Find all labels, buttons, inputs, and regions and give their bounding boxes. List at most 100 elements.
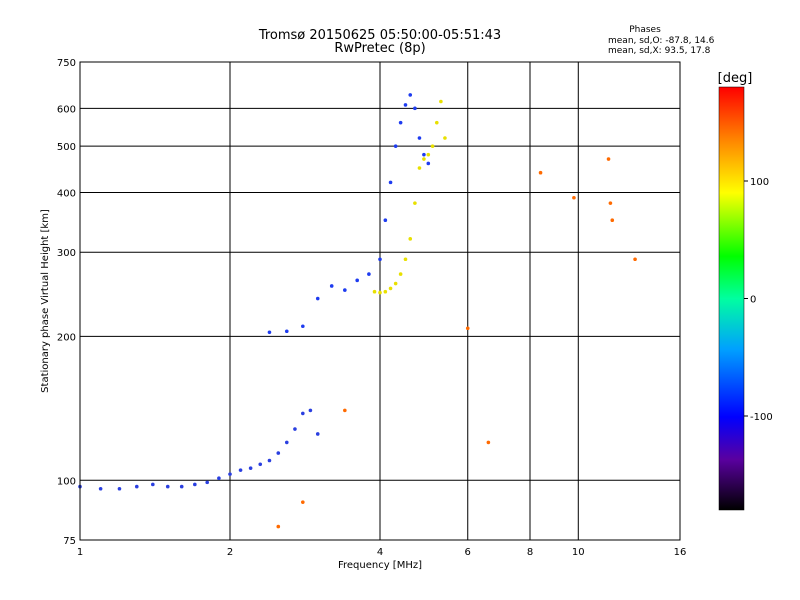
data-point	[217, 476, 221, 481]
chart-title: Tromsø 20150625 05:50:00-05:51:43	[258, 28, 501, 43]
data-point	[398, 120, 403, 125]
data-point	[238, 468, 243, 472]
data-point	[205, 480, 209, 485]
x-tick-label: 1	[77, 547, 83, 558]
series-scattered-echoes	[276, 157, 637, 529]
data-point	[572, 195, 576, 200]
phase-stats-o: mean, sd,O: -87.8, 14.6	[608, 36, 715, 46]
x-tick-label: 6	[465, 547, 471, 558]
data-point	[315, 296, 320, 301]
data-point	[486, 440, 491, 445]
data-point	[633, 257, 637, 262]
chart-subtitle: RwPretec (8p)	[334, 41, 425, 56]
x-tick-label: 16	[674, 547, 687, 558]
series-f-region-o-mode-trace	[267, 93, 431, 335]
y-tick-label: 500	[57, 142, 76, 153]
data-point	[165, 484, 170, 489]
colorbar-tick-label: 0	[750, 295, 756, 306]
data-point	[301, 500, 305, 504]
grid-lines	[80, 62, 680, 540]
data-point	[443, 136, 447, 140]
y-tick-label: 100	[57, 476, 76, 487]
data-point	[248, 466, 253, 470]
data-point	[343, 408, 347, 413]
data-point	[610, 218, 615, 223]
data-point	[293, 427, 297, 431]
data-point	[393, 281, 398, 286]
data-point	[417, 166, 422, 170]
data-point	[606, 157, 611, 161]
data-point	[329, 284, 334, 288]
data-point	[284, 440, 289, 445]
data-point	[276, 451, 281, 455]
data-point	[267, 458, 272, 463]
data-point	[398, 272, 403, 276]
data-point	[383, 289, 388, 294]
data-point	[276, 524, 281, 529]
data-point	[308, 408, 313, 413]
x-tick-label: 8	[527, 547, 533, 558]
phase-stats-heading: Phases	[629, 25, 661, 35]
data-point	[465, 326, 470, 331]
data-point	[439, 99, 443, 104]
data-point	[388, 286, 393, 291]
x-axis-label: Frequency [MHz]	[338, 560, 422, 571]
data-point	[134, 484, 139, 489]
data-point	[343, 288, 347, 292]
data-point	[179, 484, 184, 489]
colorbar-ticks: 100 0 -100	[744, 177, 773, 423]
data-point	[426, 161, 431, 166]
colorbar-label: [deg]	[718, 71, 753, 86]
colorbar-gradient	[718, 86, 745, 511]
phase-stats-x: mean, sd,X: 93.5, 17.8	[608, 46, 711, 56]
colorbar-tick-label: 100	[750, 177, 769, 188]
data-point	[413, 201, 417, 205]
y-tick-label: 400	[57, 188, 76, 199]
data-point	[228, 472, 232, 476]
data-point	[434, 120, 439, 125]
data-point	[388, 180, 393, 185]
y-tick-label: 75	[63, 536, 76, 547]
y-tick-label: 300	[57, 248, 76, 259]
data-points	[78, 93, 637, 529]
data-point	[403, 257, 408, 262]
data-point	[98, 486, 103, 491]
data-point	[378, 290, 382, 295]
y-tick-label: 600	[57, 104, 76, 115]
data-point	[267, 330, 272, 335]
colorbar: [deg] 100 0 -100	[718, 71, 773, 511]
data-point	[422, 152, 426, 157]
y-tick-label: 750	[57, 58, 76, 69]
x-tick-label: 2	[227, 547, 233, 558]
series-x-mode-trace	[372, 99, 447, 295]
data-point	[426, 152, 431, 157]
data-point	[413, 106, 417, 111]
data-point	[408, 237, 413, 241]
axis-ticks: 1 2 4 6 8 10 16 75 100 200 300 400 500 600 750	[57, 58, 686, 558]
x-tick-label: 4	[377, 547, 383, 558]
data-point	[367, 272, 371, 276]
series-o-mode-trace	[78, 408, 320, 491]
data-point	[301, 324, 305, 329]
data-point	[315, 432, 320, 436]
y-axis-label: Stationary phase Virtual Height [km]	[40, 209, 51, 393]
data-point	[372, 289, 377, 294]
data-point	[258, 462, 263, 467]
data-point	[538, 170, 543, 175]
data-point	[383, 218, 388, 223]
data-point	[422, 157, 426, 161]
x-tick-label: 10	[572, 547, 585, 558]
data-point	[117, 486, 122, 491]
data-point	[378, 257, 382, 262]
data-point	[151, 482, 155, 487]
data-point	[355, 278, 359, 283]
data-point	[193, 482, 197, 487]
y-tick-label: 200	[57, 332, 76, 343]
data-point	[417, 136, 422, 140]
plot-frame	[79, 61, 681, 541]
data-point	[608, 201, 613, 205]
data-point	[284, 329, 289, 334]
colorbar-tick-label: -100	[750, 412, 773, 423]
data-point	[408, 93, 413, 97]
